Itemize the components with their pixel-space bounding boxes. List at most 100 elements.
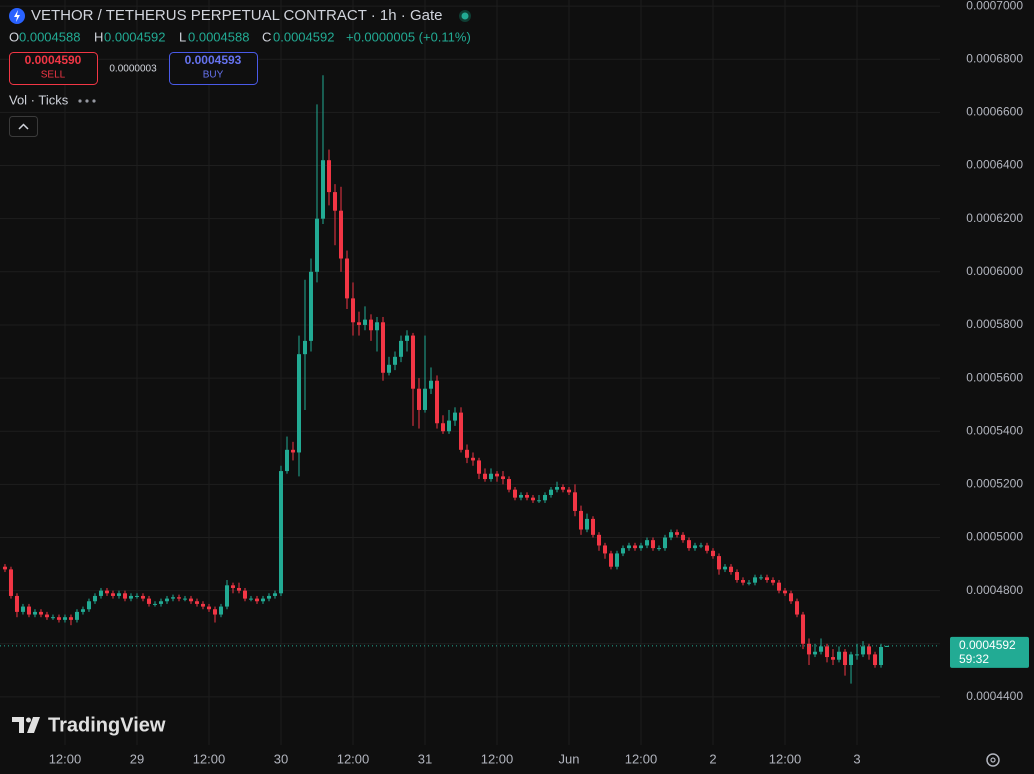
candle-body — [663, 537, 668, 549]
menu-dot[interactable] — [85, 99, 89, 103]
candle-body — [410, 335, 415, 389]
candle-body — [98, 590, 103, 596]
candle-body — [254, 598, 259, 602]
x-tick-label: Jun — [559, 751, 580, 766]
sell-price[interactable]: 0.0004590 — [25, 53, 82, 67]
sell-button[interactable]: 0.0004590 SELL — [9, 52, 98, 85]
collapse-icon[interactable] — [18, 123, 29, 130]
ohlc-label: L — [179, 29, 186, 44]
candle-body — [134, 595, 139, 597]
buy-label[interactable]: BUY — [203, 70, 224, 81]
candle-body — [561, 487, 566, 490]
candle-body — [428, 380, 433, 389]
candle-body — [771, 580, 776, 583]
candle-body — [633, 545, 638, 549]
candle-body — [404, 335, 409, 341]
candle-body — [627, 545, 632, 549]
settings-button[interactable] — [986, 753, 1000, 767]
candle-body — [440, 423, 445, 432]
candle-body — [92, 595, 97, 602]
candle-body — [609, 553, 614, 567]
candle-body — [837, 651, 842, 660]
price-change: +0.0000005 (+0.11%) — [346, 29, 471, 44]
y-tick-label: 0.0004400 — [966, 689, 1023, 703]
ohlc-value: 0.0004588 — [188, 29, 249, 44]
candle-body — [392, 356, 397, 365]
last-price-label: 0.0004592 — [959, 638, 1016, 652]
y-tick-label: 0.0006800 — [966, 51, 1023, 65]
sell-button-frame[interactable] — [9, 52, 98, 85]
sell-label[interactable]: SELL — [41, 70, 66, 81]
y-tick-label: 0.0004800 — [966, 583, 1023, 597]
buy-price[interactable]: 0.0004593 — [185, 53, 242, 67]
candle-body — [813, 651, 818, 655]
buy-button-frame[interactable] — [169, 52, 258, 85]
candle-body — [531, 497, 536, 501]
candle-body — [140, 595, 145, 599]
candle-body — [110, 593, 115, 596]
candle-body — [555, 487, 560, 490]
menu-dot[interactable] — [92, 99, 96, 103]
y-tick-label: 0.0005600 — [966, 370, 1023, 384]
candle-body — [687, 540, 692, 549]
candle-body — [795, 601, 800, 615]
candle-body — [398, 340, 403, 357]
candle-body — [8, 569, 13, 596]
candle-body — [765, 577, 770, 581]
candle-body — [681, 534, 686, 541]
candle-body — [831, 657, 836, 660]
candle-body — [489, 473, 494, 480]
ohlc-value: 0.0004592 — [273, 29, 334, 44]
candle-body — [597, 534, 602, 546]
candle-body — [68, 617, 73, 620]
candle-body — [320, 160, 325, 219]
candle-body — [104, 590, 109, 594]
candle-body — [501, 476, 506, 480]
settings-icon[interactable] — [986, 753, 1000, 767]
candle-body — [182, 598, 187, 600]
candle-body — [458, 412, 463, 450]
x-tick-label: 12:00 — [769, 751, 802, 766]
y-tick-label: 0.0006000 — [966, 264, 1023, 278]
status-dot — [461, 12, 469, 20]
candle-body — [747, 582, 752, 584]
candle-body — [362, 319, 367, 325]
buy-button[interactable]: 0.0004593 BUY — [169, 52, 258, 85]
collapse-button-frame[interactable] — [9, 116, 38, 137]
candle-body — [615, 553, 620, 567]
candle-body — [128, 595, 133, 599]
collapse-button[interactable] — [9, 116, 38, 137]
candle-body — [789, 593, 794, 602]
candle-body — [855, 654, 860, 656]
candle-body — [122, 593, 127, 599]
candle-body — [675, 532, 680, 535]
candle-body — [452, 412, 457, 421]
candle-body — [314, 218, 319, 272]
candle-body — [332, 192, 337, 211]
grid — [0, 0, 940, 745]
candle-body — [212, 609, 217, 615]
y-tick-label: 0.0006400 — [966, 158, 1023, 172]
candle-body — [759, 577, 764, 579]
candle-body — [164, 598, 169, 602]
x-tick-label: 30 — [274, 751, 288, 766]
candle-body — [495, 473, 500, 477]
y-tick-label: 0.0007000 — [966, 0, 1023, 12]
watermark-text: TradingView — [48, 714, 166, 736]
x-tick-label: 12:00 — [193, 751, 226, 766]
candle-body — [38, 611, 43, 615]
candle-body — [446, 420, 451, 432]
menu-dot[interactable] — [78, 99, 82, 103]
candle-body — [735, 572, 740, 581]
indicator-menu[interactable] — [78, 99, 96, 103]
candle-body — [26, 606, 31, 615]
candle-body — [777, 582, 782, 591]
candle-body — [753, 577, 758, 583]
candle-body — [585, 518, 590, 530]
candle-body — [422, 388, 427, 410]
settings-icon[interactable] — [990, 757, 996, 763]
candle-body — [573, 492, 578, 511]
ohlc-label: O — [9, 29, 19, 44]
candle-body — [693, 545, 698, 549]
